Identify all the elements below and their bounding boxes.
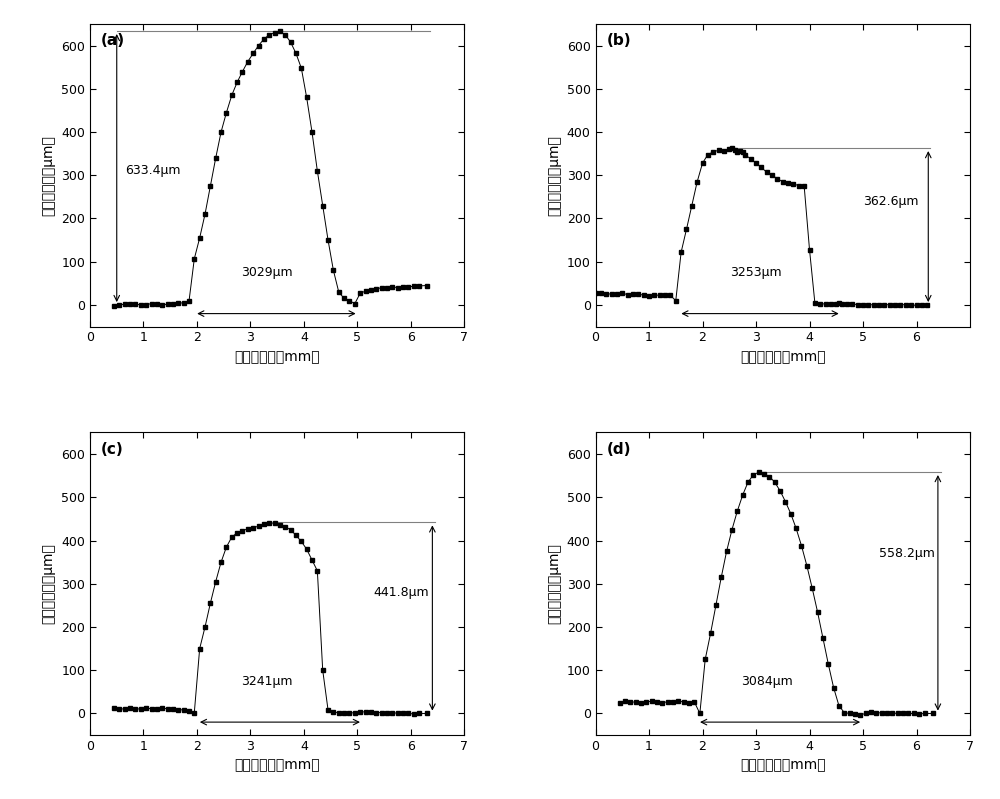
- Text: 633.4μm: 633.4μm: [125, 165, 180, 177]
- Y-axis label: 熔覆层高度（μm）: 熔覆层高度（μm）: [42, 543, 56, 624]
- Text: (c): (c): [101, 442, 124, 456]
- X-axis label: 熔覆层宽度（mm）: 熔覆层宽度（mm）: [234, 350, 320, 364]
- X-axis label: 熔覆层宽度（mm）: 熔覆层宽度（mm）: [740, 350, 826, 364]
- Text: (b): (b): [607, 33, 631, 48]
- Text: 3084μm: 3084μm: [741, 674, 793, 687]
- X-axis label: 熔覆层宽度（mm）: 熔覆层宽度（mm）: [740, 758, 826, 773]
- Text: 3253μm: 3253μm: [730, 266, 782, 279]
- Text: 362.6μm: 362.6μm: [863, 195, 919, 208]
- Y-axis label: 熔覆层高度（μm）: 熔覆层高度（μm）: [547, 543, 561, 624]
- X-axis label: 熔覆层宽度（mm）: 熔覆层宽度（mm）: [234, 758, 320, 773]
- Text: 558.2μm: 558.2μm: [879, 547, 935, 560]
- Y-axis label: 熔覆层高度（μm）: 熔覆层高度（μm）: [42, 135, 56, 216]
- Text: 3241μm: 3241μm: [241, 674, 292, 687]
- Text: (d): (d): [607, 442, 631, 456]
- Y-axis label: 熔覆层高度（μm）: 熔覆层高度（μm）: [547, 135, 561, 216]
- Text: 3029μm: 3029μm: [241, 266, 292, 279]
- Text: 441.8μm: 441.8μm: [374, 586, 429, 599]
- Text: (a): (a): [101, 33, 125, 48]
